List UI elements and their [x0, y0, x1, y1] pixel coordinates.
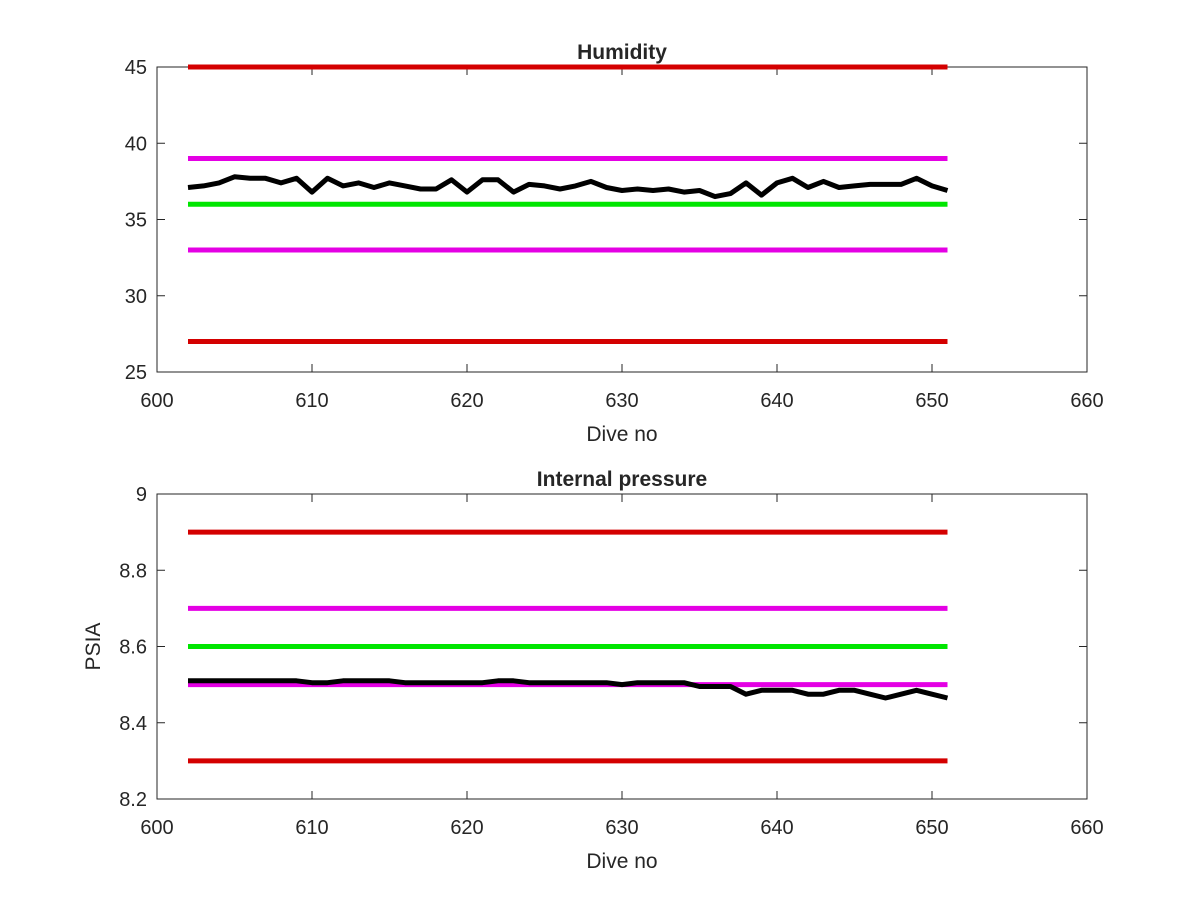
y-tick-label: 25: [125, 362, 147, 384]
internal-pressure-plot: 600 610 620 630 640 650 660 8.2 8.4 8.6 8.8 9 Intern…: [82, 468, 1104, 873]
x-tick-label: 660: [1070, 817, 1103, 839]
y-tick-label: 8.4: [119, 713, 147, 735]
y-tick-label: 8.6: [119, 637, 147, 659]
x-tick-label: 640: [760, 390, 793, 412]
x-tick-label: 610: [295, 817, 328, 839]
x-tick-label: 630: [605, 390, 638, 412]
y-tick-label: 8.8: [119, 560, 147, 582]
y-tick-label: 35: [125, 210, 147, 232]
x-tick-label: 630: [605, 817, 638, 839]
y-tick-label: 8.2: [119, 789, 147, 811]
y-tick-label: 40: [125, 133, 147, 155]
chart-title: Humidity: [577, 41, 667, 64]
data-series-line: [187, 174, 949, 200]
y-tick-label: 30: [125, 286, 147, 308]
x-tick-label: 610: [295, 390, 328, 412]
chart-title: Internal pressure: [537, 468, 707, 491]
x-tick-label: 640: [760, 817, 793, 839]
x-tick-label: 650: [915, 817, 948, 839]
x-tick-label: 650: [915, 390, 948, 412]
x-tick-label: 600: [140, 390, 173, 412]
x-tick-label: 620: [450, 817, 483, 839]
humidity-plot: 600 610 620 630 640 650 660 25 30 35 40 45 Humidity D…: [125, 41, 1104, 446]
x-axis-label: Dive no: [586, 423, 657, 446]
y-axis-label: PSIA: [82, 623, 105, 671]
x-axis-label: Dive no: [586, 850, 657, 873]
y-tick-label: 45: [125, 57, 147, 79]
x-tick-label: 660: [1070, 390, 1103, 412]
data-series-line: [188, 678, 949, 701]
x-tick-label: 600: [140, 817, 173, 839]
x-tick-label: 620: [450, 390, 483, 412]
y-tick-label: 9: [136, 484, 147, 506]
